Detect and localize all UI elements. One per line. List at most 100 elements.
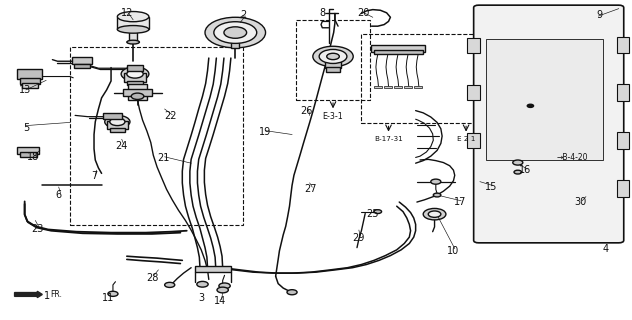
Bar (231, 42, 239, 49)
Bar (74, 64, 90, 68)
Circle shape (108, 291, 118, 296)
Text: 14: 14 (214, 296, 226, 306)
Text: 25: 25 (367, 209, 379, 219)
Bar (467, 38, 480, 53)
Bar (617, 84, 629, 101)
Circle shape (527, 104, 533, 108)
Bar (617, 180, 629, 197)
Bar (394, 86, 402, 88)
Bar (374, 50, 423, 54)
Text: 2: 2 (240, 10, 246, 20)
Bar (486, 39, 603, 160)
Bar (326, 67, 340, 72)
Circle shape (423, 208, 446, 220)
Text: →B-4-20: →B-4-20 (557, 153, 588, 162)
Ellipse shape (127, 40, 140, 44)
Text: FR.: FR. (50, 290, 62, 299)
Text: 9: 9 (597, 10, 603, 20)
Circle shape (197, 281, 208, 287)
Ellipse shape (118, 26, 149, 33)
Text: 28: 28 (146, 273, 158, 283)
Circle shape (165, 282, 174, 287)
Bar (17, 69, 42, 79)
Circle shape (110, 118, 125, 125)
Circle shape (287, 290, 297, 295)
Bar (362, 34, 499, 123)
Circle shape (131, 93, 144, 100)
Text: E-3-1: E-3-1 (323, 112, 343, 121)
Bar (404, 86, 412, 88)
Circle shape (327, 53, 339, 60)
Bar (296, 20, 370, 100)
Circle shape (219, 283, 230, 289)
Circle shape (428, 211, 441, 217)
Bar (127, 65, 143, 71)
Text: 17: 17 (454, 197, 466, 207)
Bar (374, 86, 382, 88)
Bar (22, 83, 38, 88)
Bar (617, 132, 629, 149)
Text: 11: 11 (102, 293, 114, 303)
Bar (72, 57, 92, 64)
Text: 22: 22 (165, 111, 177, 121)
Bar (372, 45, 425, 52)
Circle shape (105, 116, 130, 128)
Text: 29: 29 (353, 233, 365, 243)
Text: 21: 21 (157, 153, 169, 164)
Bar (124, 73, 147, 82)
FancyBboxPatch shape (473, 5, 624, 243)
Text: 1: 1 (44, 292, 50, 301)
Text: 19: 19 (259, 127, 272, 137)
Bar (103, 114, 122, 119)
Bar (325, 61, 341, 68)
Text: 23: 23 (31, 223, 44, 234)
Text: 15: 15 (485, 182, 497, 192)
Bar (123, 89, 152, 96)
Text: 27: 27 (305, 184, 317, 194)
Circle shape (434, 193, 441, 197)
Circle shape (513, 160, 523, 165)
Bar (107, 121, 128, 129)
Ellipse shape (118, 12, 149, 22)
Text: 5: 5 (23, 123, 29, 133)
Bar (384, 86, 392, 88)
Circle shape (214, 22, 257, 44)
Text: B-17-31: B-17-31 (374, 136, 403, 142)
Bar (128, 84, 147, 100)
Bar (70, 47, 243, 225)
Polygon shape (15, 291, 42, 298)
Text: 26: 26 (300, 106, 313, 116)
Circle shape (121, 67, 149, 81)
Bar (127, 81, 143, 85)
Text: 12: 12 (121, 8, 133, 19)
Bar (467, 132, 480, 148)
Circle shape (431, 179, 441, 184)
Text: E 2 1: E 2 1 (457, 136, 475, 142)
Text: 4: 4 (603, 244, 609, 254)
Text: 10: 10 (447, 246, 459, 256)
Circle shape (127, 70, 143, 78)
Bar (110, 128, 125, 132)
Bar (130, 29, 137, 42)
Text: 6: 6 (56, 190, 62, 200)
Text: 3: 3 (198, 293, 204, 303)
Bar (20, 78, 40, 84)
Bar (17, 147, 39, 154)
Circle shape (205, 17, 265, 48)
Text: 7: 7 (91, 171, 97, 181)
Bar (20, 152, 37, 157)
Text: 16: 16 (520, 165, 532, 175)
Text: 24: 24 (116, 141, 128, 151)
Bar (195, 267, 231, 272)
Text: 30: 30 (574, 197, 587, 207)
Text: 8: 8 (319, 8, 325, 19)
Text: 13: 13 (18, 85, 31, 95)
Bar (617, 37, 629, 53)
Circle shape (217, 287, 228, 293)
Circle shape (514, 170, 521, 174)
Text: 18: 18 (27, 152, 40, 162)
Text: 20: 20 (357, 8, 370, 19)
Bar (415, 86, 422, 88)
Circle shape (319, 50, 347, 63)
Bar (467, 85, 480, 100)
